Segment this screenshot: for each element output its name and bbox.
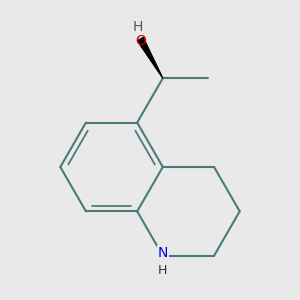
Text: N: N — [158, 246, 168, 260]
Polygon shape — [137, 38, 163, 78]
Text: H: H — [158, 264, 167, 277]
Text: O: O — [135, 34, 146, 48]
Text: H: H — [133, 20, 143, 34]
